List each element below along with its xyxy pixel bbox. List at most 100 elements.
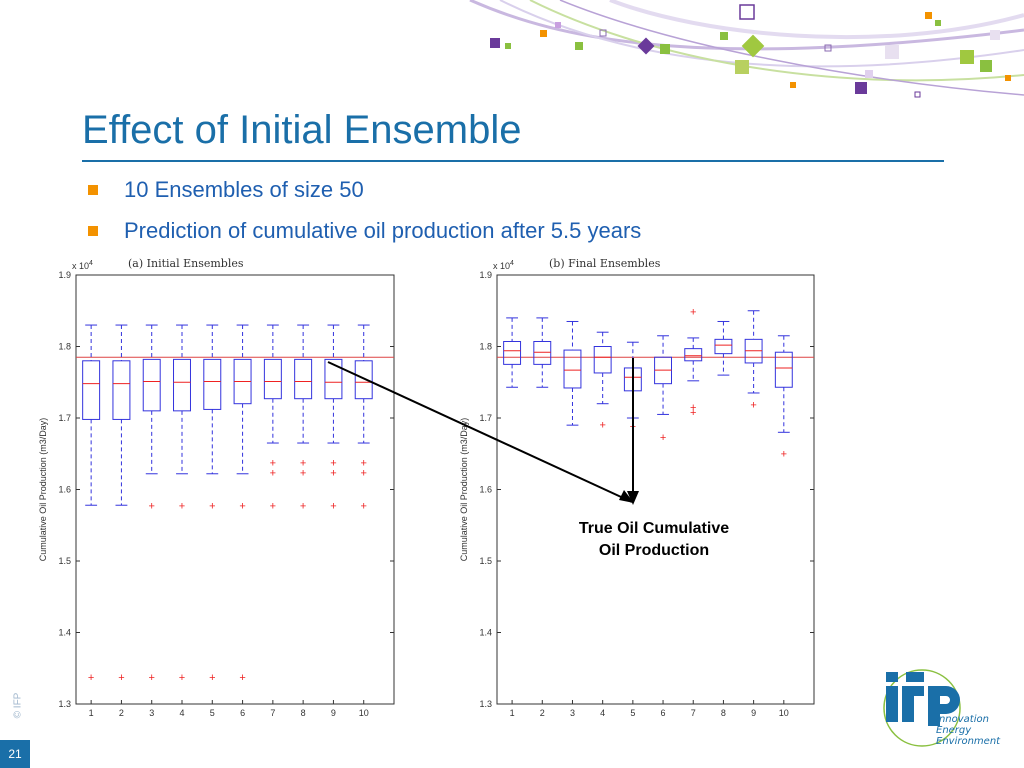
x-tick-label: 10 — [779, 708, 789, 718]
bullet-square-icon — [88, 226, 98, 236]
outlier-marker: + — [300, 500, 306, 512]
box-4: ++ — [173, 324, 191, 684]
box-iqr — [82, 360, 101, 420]
outlier-marker: + — [750, 400, 756, 412]
outlier-marker: + — [690, 402, 696, 414]
y-tick-label: 1.3 — [479, 699, 492, 709]
header-decoration — [469, 0, 1024, 98]
box-iqr — [203, 358, 222, 410]
x-tick-label: 10 — [359, 708, 369, 718]
box-iqr — [684, 348, 703, 362]
y-tick-label: 1.6 — [58, 485, 71, 495]
y-tick-label: 1.6 — [479, 485, 492, 495]
x-tick-label: 2 — [119, 708, 124, 718]
outlier-marker: + — [270, 458, 276, 470]
x-tick-label: 9 — [751, 708, 756, 718]
bullet-item: Prediction of cumulative oil production … — [88, 217, 641, 245]
outlier-marker: + — [209, 500, 215, 512]
y-multiplier-exp: 4 — [89, 260, 93, 267]
box-iqr — [503, 340, 522, 365]
chart-title: (a) Initial Ensembles — [128, 257, 244, 270]
box-iqr — [533, 340, 552, 365]
box-1: + — [82, 324, 101, 684]
outlier-marker: + — [179, 672, 185, 684]
outlier-marker: + — [118, 672, 124, 684]
y-axis-label: Cumulative Oil Production (m3/Day) — [459, 418, 469, 562]
bullet-text: 10 Ensembles of size 50 — [124, 177, 364, 202]
logo-tagline-line: Energy — [936, 725, 972, 736]
logo-tagline: Innovation Energy Environment — [936, 714, 1000, 747]
y-multiplier: x 104 — [72, 260, 93, 271]
box-iqr — [354, 360, 373, 400]
x-tick-label: 3 — [570, 708, 575, 718]
annotation-line: True Oil Cumulative — [578, 520, 730, 537]
box-iqr — [593, 346, 612, 374]
annotation-arrows — [327, 358, 639, 505]
y-tick-label: 1.5 — [58, 556, 71, 566]
true-production-annotation: True Oil Cumulative Oil Production — [540, 518, 768, 562]
x-tick-label: 9 — [331, 708, 336, 718]
bullet-item: 10 Ensembles of size 50 — [88, 176, 364, 204]
bullet-square-icon — [88, 185, 98, 195]
outlier-marker: + — [239, 672, 245, 684]
slide-title: Effect of Initial Ensemble — [82, 108, 522, 152]
box-iqr — [263, 358, 282, 400]
box-7: +++ — [263, 324, 282, 512]
title-divider — [82, 160, 944, 162]
annotation-line: Oil Production — [598, 542, 710, 559]
box-3: ++ — [142, 324, 161, 684]
box-5: ++ — [203, 324, 222, 684]
outlier-marker: + — [179, 500, 185, 512]
box-iqr — [714, 338, 733, 355]
box-iqr — [142, 358, 161, 412]
outlier-marker: + — [209, 672, 215, 684]
y-tick-label: 1.9 — [58, 270, 71, 280]
box-2: + — [112, 324, 131, 684]
outlier-marker: + — [330, 468, 336, 480]
outlier-marker: + — [360, 458, 366, 470]
chart-title: (b) Final Ensembles — [549, 257, 661, 270]
y-multiplier-exp: 4 — [510, 260, 514, 267]
outlier-marker: + — [270, 500, 276, 512]
x-tick-label: 8 — [301, 708, 306, 718]
box-6: ++ — [233, 324, 252, 684]
box-1 — [503, 317, 522, 388]
x-tick-label: 4 — [600, 708, 605, 718]
outlier-marker: + — [148, 500, 154, 512]
outlier-marker: + — [270, 468, 276, 480]
outlier-marker: + — [781, 448, 787, 460]
y-tick-label: 1.9 — [479, 270, 492, 280]
y-tick-label: 1.5 — [479, 556, 492, 566]
y-tick-label: 1.8 — [479, 342, 492, 352]
x-tick-label: 4 — [179, 708, 184, 718]
y-tick-label: 1.7 — [58, 413, 71, 423]
box-iqr — [563, 349, 582, 389]
outlier-marker: + — [300, 458, 306, 470]
outlier-marker: + — [148, 672, 154, 684]
chart-final-ensembles: (b) Final Ensembles x 104 Cumulative Oil P… — [459, 257, 815, 718]
y-multiplier: x 104 — [493, 260, 514, 271]
box-4: + — [593, 331, 612, 432]
box-iqr — [294, 358, 313, 400]
box-iqr — [112, 360, 131, 420]
x-tick-label: 5 — [210, 708, 215, 718]
outlier-marker: + — [300, 468, 306, 480]
x-tick-label: 7 — [270, 708, 275, 718]
ifp-logo — [883, 669, 961, 747]
outlier-marker: + — [360, 468, 366, 480]
box-8 — [714, 320, 733, 376]
box-iqr — [324, 358, 343, 400]
box-9: + — [744, 310, 763, 412]
copyright-text: © IFP — [12, 692, 24, 719]
outlier-marker: + — [660, 432, 666, 444]
x-tick-label: 8 — [721, 708, 726, 718]
x-tick-label: 1 — [89, 708, 94, 718]
box-10: +++ — [354, 324, 373, 512]
outlier-marker: + — [690, 307, 696, 319]
outlier-marker: + — [330, 500, 336, 512]
box-10: + — [774, 335, 793, 460]
logo-tagline-line: Environment — [936, 736, 1001, 747]
box-9: +++ — [324, 324, 343, 512]
outlier-marker: + — [239, 500, 245, 512]
